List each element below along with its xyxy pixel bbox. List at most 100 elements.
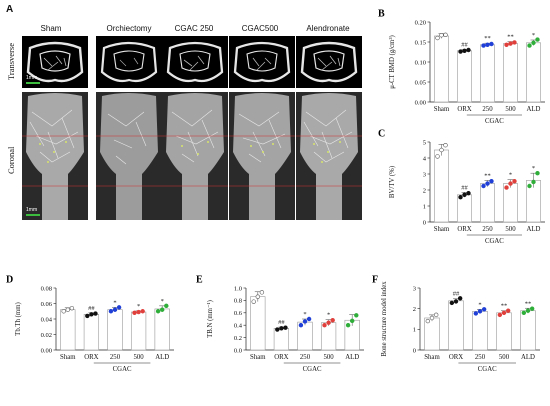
chart-d: D 0.00 0.02 0.04 0.06 0.08 Tb.Th (mm) Sham ## ORX… bbox=[6, 274, 174, 373]
bar-d-0 bbox=[60, 309, 76, 351]
data-point-c-2 bbox=[489, 179, 494, 184]
y-tick-label-c: 0 bbox=[423, 219, 426, 226]
data-point-b-1 bbox=[466, 47, 471, 53]
data-point-f-1 bbox=[449, 300, 455, 306]
y-tick-label-d: 0.04 bbox=[41, 316, 53, 323]
group-title-alendronate: Alendronate bbox=[306, 24, 350, 33]
data-point-c-4 bbox=[531, 179, 536, 185]
transverse-scan-cgac500 bbox=[229, 36, 295, 88]
x-tick-label-b-2: 250 bbox=[482, 106, 493, 113]
data-point-f-4 bbox=[521, 310, 527, 315]
y-tick-label-e: 0.2 bbox=[234, 335, 242, 342]
significance-label-d-2: * bbox=[113, 299, 116, 306]
y-tick-label-c: 1 bbox=[423, 203, 426, 210]
group-title-sham: Sham bbox=[40, 24, 62, 33]
y-axis-label-d: Tb.Th (mm) bbox=[15, 302, 22, 336]
coronal-scan-cgac500 bbox=[229, 92, 295, 220]
data-point-c-2 bbox=[481, 183, 486, 189]
data-point-f-4 bbox=[525, 308, 531, 313]
data-point-c-0 bbox=[443, 143, 448, 148]
x-tick-label-f-2: 250 bbox=[475, 354, 486, 361]
x-tick-label-f-4: ALD bbox=[521, 354, 535, 361]
coronal-scan-orchiectomy bbox=[96, 92, 162, 220]
y-tick-label-e: 0.0 bbox=[234, 347, 242, 354]
y-tick-label-e: 0.8 bbox=[234, 298, 242, 305]
data-point-c-0 bbox=[435, 154, 440, 159]
x-tick-label-d-4: ALD bbox=[155, 354, 169, 361]
data-point-e-0 bbox=[259, 290, 265, 295]
data-point-c-4 bbox=[527, 183, 532, 189]
data-point-b-3 bbox=[504, 42, 509, 47]
data-point-c-3 bbox=[504, 185, 509, 190]
scale-bar-coronal bbox=[26, 214, 40, 216]
y-tick-label-b: 0.00 bbox=[415, 99, 426, 106]
data-point-f-2 bbox=[477, 309, 483, 314]
y-axis-label-c: BV/TV (%) bbox=[389, 166, 396, 198]
data-point-b-0 bbox=[439, 32, 444, 38]
bar-b-4 bbox=[526, 42, 541, 103]
data-point-b-0 bbox=[435, 35, 440, 41]
data-point-e-3 bbox=[330, 318, 335, 323]
data-point-b-1 bbox=[458, 49, 463, 54]
group-label-e: CGAC bbox=[303, 366, 322, 373]
y-tick-label-e: 1.0 bbox=[234, 285, 242, 292]
significance-label-d-3: * bbox=[137, 303, 140, 310]
y-axis-label-f: Bone structure model index bbox=[381, 281, 388, 357]
panel-letter-d: D bbox=[6, 274, 13, 285]
data-point-c-3 bbox=[508, 181, 513, 186]
x-tick-label-d-3: 500 bbox=[133, 354, 144, 361]
bar-f-2 bbox=[472, 311, 488, 351]
y-axis-label-e: TB.N (mm⁻¹) bbox=[207, 300, 214, 338]
data-point-f-3 bbox=[497, 312, 503, 318]
x-tick-label-b-1: ORX bbox=[457, 106, 471, 113]
significance-label-f-1: ## bbox=[453, 291, 460, 298]
significance-label-e-1: ## bbox=[278, 319, 285, 326]
x-tick-label-c-4: ALD bbox=[527, 226, 541, 233]
bar-d-3 bbox=[130, 311, 147, 351]
significance-label-f-2: * bbox=[478, 301, 481, 308]
x-tick-label-b-4: ALD bbox=[527, 106, 541, 113]
data-point-e-1 bbox=[279, 326, 284, 331]
data-point-e-4 bbox=[354, 313, 359, 318]
data-point-e-3 bbox=[322, 323, 327, 328]
chart-f: F 0 1 2 3 Bone structure model index Sham ## ORX… bbox=[372, 274, 540, 373]
significance-label-c-4: * bbox=[532, 165, 535, 172]
data-point-d-2 bbox=[112, 307, 118, 312]
data-point-e-0 bbox=[255, 294, 260, 299]
significance-label-b-1: ## bbox=[461, 42, 468, 49]
y-tick-label-b: 0.20 bbox=[415, 19, 426, 26]
transverse-scan-orchiectomy bbox=[96, 36, 162, 88]
transverse-scan-sham: 1mm bbox=[22, 36, 88, 88]
y-tick-label-b: 0.10 bbox=[415, 59, 426, 66]
y-tick-label-e: 0.4 bbox=[234, 323, 243, 330]
y-tick-label-d: 0.00 bbox=[41, 347, 52, 354]
group-title-orchiectomy: Orchiectomy bbox=[106, 24, 152, 33]
data-point-f-0 bbox=[425, 318, 431, 324]
bar-f-3 bbox=[496, 312, 512, 351]
x-tick-label-f-0: Sham bbox=[424, 354, 440, 361]
data-point-d-3 bbox=[136, 309, 141, 315]
y-axis-label-b: μ-CT BMD (g/cm³) bbox=[389, 35, 396, 89]
y-tick-label-c: 3 bbox=[423, 171, 426, 178]
data-point-b-2 bbox=[481, 43, 486, 48]
x-tick-label-f-1: ORX bbox=[449, 354, 463, 361]
significance-label-e-2: * bbox=[303, 311, 306, 318]
data-point-c-1 bbox=[458, 195, 463, 200]
data-point-b-2 bbox=[485, 42, 490, 47]
data-point-d-4 bbox=[155, 309, 161, 314]
group-title-cgac250: CGAC 250 bbox=[174, 24, 214, 33]
data-point-c-4 bbox=[535, 171, 540, 176]
data-point-b-4 bbox=[535, 37, 540, 42]
data-point-f-1 bbox=[457, 296, 463, 301]
data-point-d-4 bbox=[160, 307, 165, 312]
group-title-cgac500: CGAC500 bbox=[241, 24, 279, 33]
y-tick-label-f: 3 bbox=[413, 285, 416, 292]
data-point-e-4 bbox=[350, 318, 355, 324]
data-point-d-0 bbox=[69, 305, 75, 311]
x-tick-label-b-3: 500 bbox=[505, 106, 516, 113]
data-point-b-4 bbox=[531, 40, 536, 45]
data-point-f-0 bbox=[433, 312, 439, 318]
data-point-e-0 bbox=[251, 299, 256, 304]
